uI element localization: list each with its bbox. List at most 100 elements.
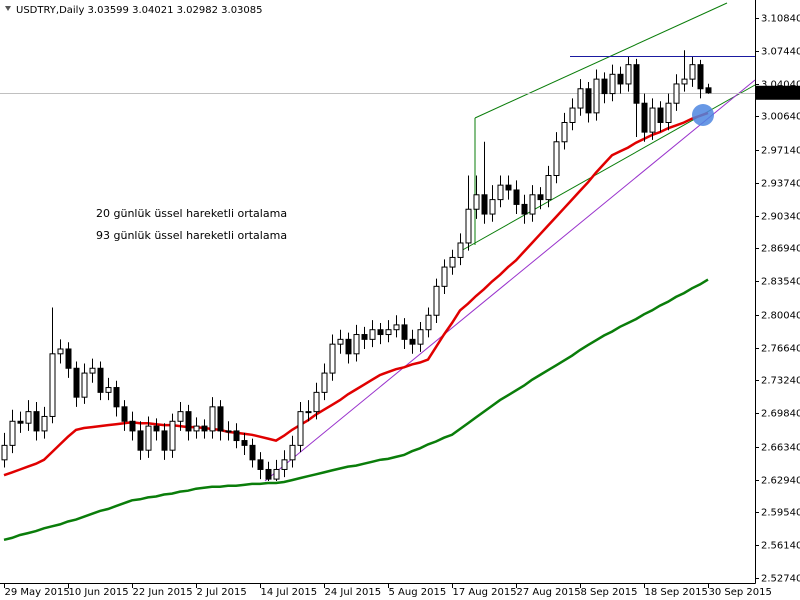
support-line — [264, 79, 756, 482]
y-tick-label: 2.80040 — [761, 311, 800, 322]
y-tick-label: 3.07440 — [761, 47, 800, 58]
candle-body — [217, 406, 224, 432]
y-tick-label: 2.52740 — [761, 574, 800, 585]
candle-body — [377, 329, 384, 336]
candle-body — [585, 88, 592, 114]
candle-body — [57, 348, 64, 355]
candle-body — [89, 367, 96, 374]
candle-body — [249, 444, 256, 461]
candle-body — [97, 367, 104, 393]
x-tick-label: 8 Sep 2015 — [581, 587, 638, 598]
candle-body — [273, 468, 280, 480]
y-tick-label: 2.86940 — [761, 244, 800, 255]
candle-body — [633, 64, 640, 104]
ma-line — [3, 111, 709, 477]
candle-body — [225, 430, 232, 433]
candle-body — [329, 343, 336, 374]
legend-entry: 20 günlük üssel hareketli ortalama — [96, 207, 287, 220]
candle-body — [129, 420, 136, 432]
candle-body — [201, 425, 208, 432]
legend-entry: 93 günlük üssel hareketli ortalama — [96, 229, 287, 242]
candle-body — [209, 406, 216, 432]
y-tick-label: 2.97140 — [761, 146, 800, 157]
candle-body — [49, 353, 56, 417]
highlight-circle — [692, 104, 714, 126]
candle-body — [385, 329, 392, 336]
candle-body — [369, 329, 376, 340]
candle-body — [473, 194, 480, 210]
candle-body — [41, 415, 48, 432]
y-tick-label: 2.73240 — [761, 376, 800, 387]
x-tick-label: 5 Aug 2015 — [389, 587, 447, 598]
candle-body — [233, 430, 240, 442]
candle-body — [561, 121, 568, 143]
candle-body — [625, 64, 632, 85]
y-tick-label: 3.00640 — [761, 112, 800, 123]
candle-body — [161, 430, 168, 451]
candle-body — [17, 420, 24, 424]
candle-body — [305, 411, 312, 414]
candle-body — [289, 444, 296, 461]
candle-body — [193, 425, 200, 432]
candle-body — [417, 329, 424, 345]
y-tick-label: 3.04040 — [761, 80, 800, 91]
candle-body — [577, 88, 584, 109]
candle-body — [401, 324, 408, 340]
candle-body — [457, 242, 464, 258]
ma-line — [3, 278, 709, 542]
candle-body — [657, 107, 664, 123]
candle-body — [497, 184, 504, 201]
current-price-label: 3.03085 — [761, 88, 800, 99]
candle-body — [409, 338, 416, 345]
candle-body — [617, 73, 624, 85]
candle-body — [33, 411, 40, 432]
y-tick-label: 2.59540 — [761, 508, 800, 519]
y-tick-label: 2.93740 — [761, 179, 800, 190]
candle-body — [481, 194, 488, 215]
candle-body — [601, 78, 608, 95]
candle-body — [641, 102, 648, 133]
candle-body — [113, 387, 120, 408]
candle-body — [569, 107, 576, 123]
x-tick-label: 10 Jun 2015 — [69, 587, 129, 598]
candle-body — [649, 107, 656, 133]
x-tick-label: 24 Jul 2015 — [325, 587, 382, 598]
x-tick-label: 17 Aug 2015 — [453, 587, 517, 598]
y-tick-label: 2.56140 — [761, 541, 800, 552]
candle-body — [65, 348, 72, 369]
candle-body — [121, 406, 128, 422]
candle-body — [393, 324, 400, 331]
candle-body — [145, 425, 152, 451]
candle-body — [345, 338, 352, 355]
candle-body — [545, 175, 552, 201]
candle-body — [313, 391, 320, 413]
candle-body — [553, 141, 560, 177]
candle-body — [185, 411, 192, 432]
current-price-box — [756, 85, 800, 100]
candle-body — [177, 411, 184, 422]
candle-body — [697, 64, 704, 90]
candle-body — [449, 256, 456, 268]
chart-title: USDTRY,Daily 3.03599 3.04021 3.02982 3.0… — [16, 5, 263, 16]
title-icon — [5, 6, 11, 11]
y-tick-label: 2.90340 — [761, 212, 800, 223]
candle-body — [153, 425, 160, 432]
x-tick-label: 18 Sep 2015 — [645, 587, 708, 598]
candle-body — [169, 420, 176, 451]
candle-body — [705, 87, 712, 94]
candle-body — [241, 440, 248, 446]
candle-body — [137, 430, 144, 451]
candle-body — [281, 459, 288, 470]
y-tick-label: 2.83540 — [761, 277, 800, 288]
x-tick-label: 29 May 2015 — [5, 587, 70, 598]
y-tick-label: 3.10840 — [761, 14, 800, 25]
candle-body — [665, 102, 672, 123]
candle-body — [689, 64, 696, 80]
candle-body — [265, 468, 272, 480]
candle-body — [521, 203, 528, 215]
candle-body — [609, 73, 616, 95]
candle-body — [673, 83, 680, 104]
candle-body — [465, 208, 472, 244]
candle-body — [513, 189, 520, 205]
candle-body — [353, 334, 360, 355]
